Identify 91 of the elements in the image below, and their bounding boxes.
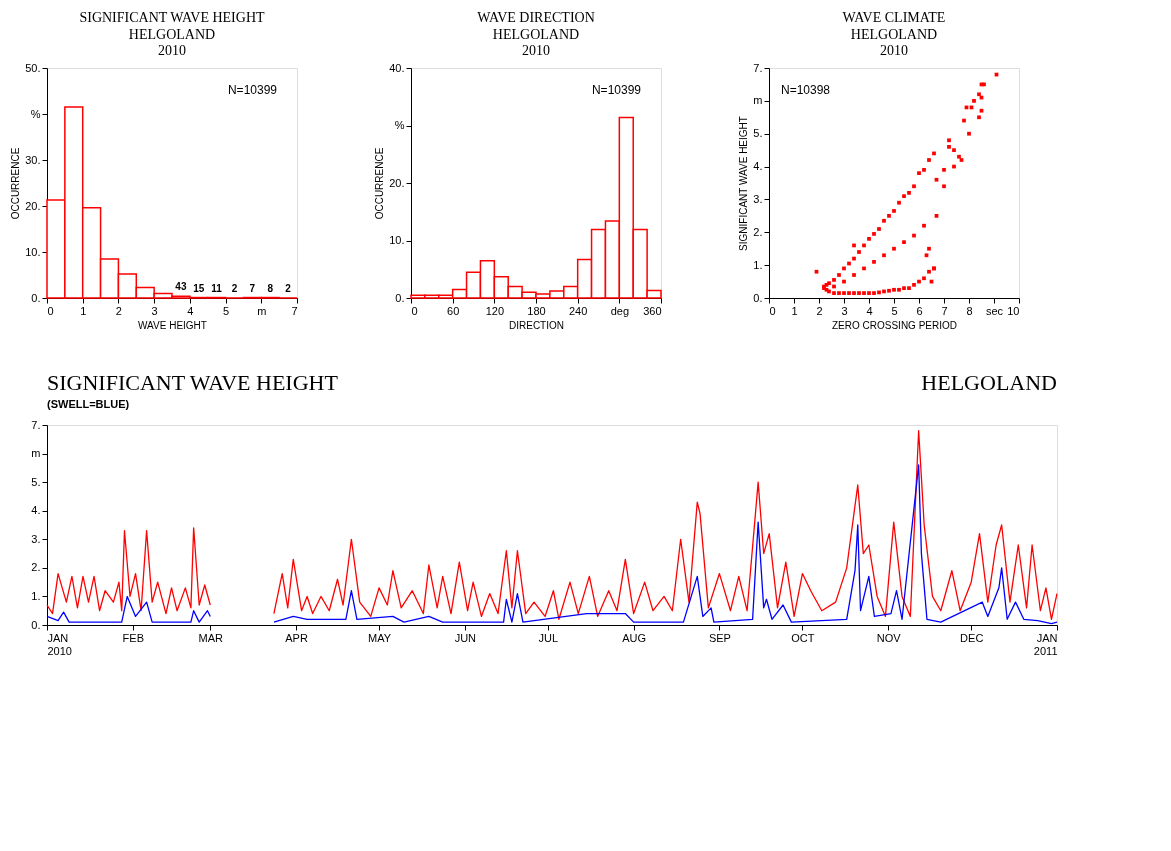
y-tick-label: 4. [753, 160, 763, 173]
x-tick-label: 3 [151, 304, 158, 317]
annotation: N=10399 [591, 83, 642, 97]
y-tick-label: 2. [31, 561, 41, 574]
x-tick-label: APR [285, 631, 308, 644]
chart-title: SIGNIFICANT WAVE HEIGHT [79, 10, 265, 25]
y-tick-label: 3. [31, 532, 41, 545]
annotation: 2 [231, 283, 238, 294]
y-tick-label: 1. [753, 258, 763, 271]
x-tick-label: MAY [368, 631, 392, 644]
x-axis-title: WAVE HEIGHT [138, 319, 207, 331]
y-tick-label: % [394, 119, 405, 131]
x-tick-label: 4 [187, 304, 194, 317]
x-tick-label: 180 [527, 304, 546, 317]
y-axis-title: OCCURRENCE [10, 147, 22, 220]
chart-title: SIGNIFICANT WAVE HEIGHT [47, 370, 339, 395]
chart-subtitle: HELGOLAND 2010 [850, 27, 938, 58]
x-tick-label: MAR [198, 631, 224, 644]
x-tick-label: 2 [816, 304, 823, 317]
annotation: N=10398 [781, 83, 831, 97]
x-tick-label: 0 [411, 304, 418, 317]
y-tick-label: 7. [31, 418, 41, 431]
y-tick-label: 0. [31, 291, 41, 304]
x-tick-label: sec [985, 304, 1004, 317]
y-tick-label: 20. [25, 199, 41, 212]
x-tick-label: deg [610, 304, 630, 317]
y-tick-label: 0. [395, 291, 405, 304]
y-tick-label: 5. [753, 127, 763, 140]
x-tick-label: 10 [1007, 304, 1020, 317]
text: HELGOLAND [921, 370, 1057, 395]
x-tick-label: 6 [916, 304, 923, 317]
x-tick-label: DEC [960, 631, 984, 644]
annotation: N=10399 [227, 83, 278, 97]
x-tick-label: m [257, 304, 267, 317]
y-tick-label: 7. [753, 61, 763, 74]
chart-subtitle: HELGOLAND 2010 [128, 27, 216, 58]
annotation: 2 [285, 283, 292, 294]
y-tick-label: 10. [25, 245, 41, 258]
y-tick-label: 4. [31, 504, 41, 517]
y-tick-label: 0. [753, 291, 763, 304]
y-tick-label: 20. [389, 176, 405, 189]
x-tick-label: 5 [223, 304, 230, 317]
y-tick-label: 40. [389, 61, 405, 74]
x-tick-label: 4 [866, 304, 873, 317]
x-tick-label: 0 [47, 304, 54, 317]
y-tick-label: 0. [31, 618, 41, 631]
chart-subtitle: (SWELL=BLUE) [47, 398, 130, 410]
x-tick-label: JAN 2010 [47, 631, 72, 657]
x-tick-label: 240 [568, 304, 588, 317]
x-tick-label: 7 [291, 304, 298, 317]
x-tick-label: 7 [941, 304, 948, 317]
x-tick-label: FEB [122, 631, 144, 644]
annotation: 15 [193, 282, 205, 294]
x-tick-label: NOV [876, 631, 902, 644]
x-tick-label: JAN 2011 [1033, 631, 1058, 657]
x-tick-label: 8 [966, 304, 973, 317]
annotation: 8 [267, 282, 274, 294]
x-tick-label: 0 [769, 304, 776, 317]
x-tick-label: 360 [643, 304, 662, 317]
annotation: 43 [175, 281, 187, 293]
x-tick-label: 120 [485, 304, 505, 317]
chart-title: WAVE DIRECTION [477, 10, 595, 25]
x-tick-label: 3 [841, 304, 848, 317]
annotation: 11 [211, 282, 223, 294]
x-tick-label: 1 [80, 304, 87, 317]
chart-subtitle: HELGOLAND 2010 [492, 27, 580, 58]
y-tick-label: 2. [753, 225, 763, 238]
y-tick-label: 1. [31, 589, 41, 602]
y-tick-label: m [31, 447, 41, 460]
y-tick-label: 30. [25, 153, 41, 166]
chart-title: WAVE CLIMATE [842, 10, 946, 25]
x-tick-label: JUL [538, 631, 559, 644]
x-tick-label: 60 [447, 304, 460, 317]
y-tick-label: % [30, 107, 41, 120]
y-tick-label: m [753, 94, 763, 107]
x-tick-label: JUN [454, 631, 477, 644]
y-tick-label: 5. [31, 475, 41, 488]
x-axis-title: ZERO CROSSING PERIOD [831, 319, 958, 331]
annotation: 7 [249, 282, 256, 294]
y-axis-title: OCCURRENCE [374, 147, 386, 220]
x-tick-label: 2 [115, 304, 122, 317]
y-tick-label: 3. [753, 192, 763, 205]
x-tick-label: 5 [891, 304, 898, 317]
x-tick-label: SEP [708, 631, 731, 644]
y-tick-label: 50. [25, 61, 41, 74]
x-axis-title: DIRECTION [509, 319, 564, 331]
y-tick-label: 10. [389, 234, 405, 246]
x-tick-label: OCT [791, 631, 815, 644]
x-tick-label: AUG [622, 631, 647, 644]
x-tick-label: 1 [791, 304, 798, 317]
y-axis-title: SIGNIFICANT WAVE HEIGHT [738, 116, 750, 251]
